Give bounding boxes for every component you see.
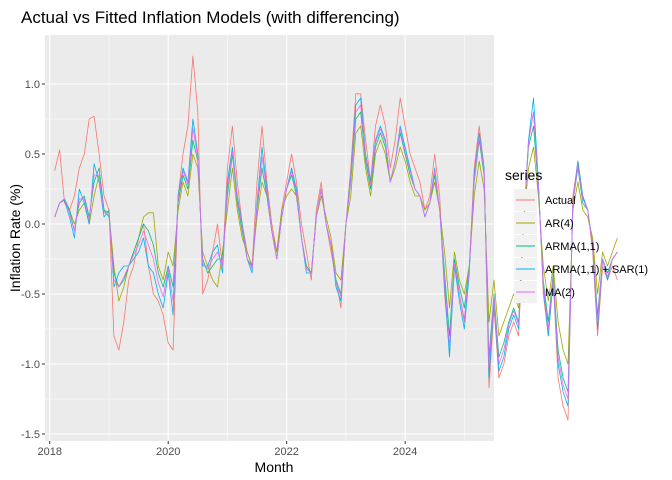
y-tick-label: 0.5 xyxy=(25,149,40,161)
x-axis-label: Month xyxy=(255,459,294,475)
plot-panel xyxy=(45,35,494,441)
legend-label: MA(2) xyxy=(545,287,575,299)
y-axis: -1.5 -1.0 -0.5 0.0 0.5 1.0 xyxy=(21,79,45,441)
chart-title: Actual vs Fitted Inflation Models (with … xyxy=(21,8,400,27)
grid xyxy=(45,35,494,441)
x-tick-label: 2022 xyxy=(274,446,298,458)
legend-label: AR(4) xyxy=(545,218,574,230)
x-tick-label: 2024 xyxy=(393,446,417,458)
legend-title: series xyxy=(505,167,542,183)
legend-label: ARMA(1,1) xyxy=(545,241,599,253)
x-axis: 2018 2020 2022 2024 xyxy=(37,441,417,458)
legend: series Actual AR(4) ARMA(1,1) ARMA(1,1) + S… xyxy=(505,167,648,303)
x-tick-label: 2020 xyxy=(156,446,180,458)
legend-label: Actual xyxy=(545,195,576,207)
y-axis-label: Inflation Rate (%) xyxy=(7,184,23,292)
legend-label: ARMA(1,1) + SAR(1) xyxy=(545,264,648,276)
y-tick-label: 0.0 xyxy=(25,219,40,231)
y-tick-label: -1.0 xyxy=(21,359,40,371)
y-tick-label: -1.5 xyxy=(21,429,40,441)
x-tick-label: 2018 xyxy=(37,446,61,458)
y-tick-label: 1.0 xyxy=(25,79,40,91)
y-tick-label: -0.5 xyxy=(21,289,40,301)
